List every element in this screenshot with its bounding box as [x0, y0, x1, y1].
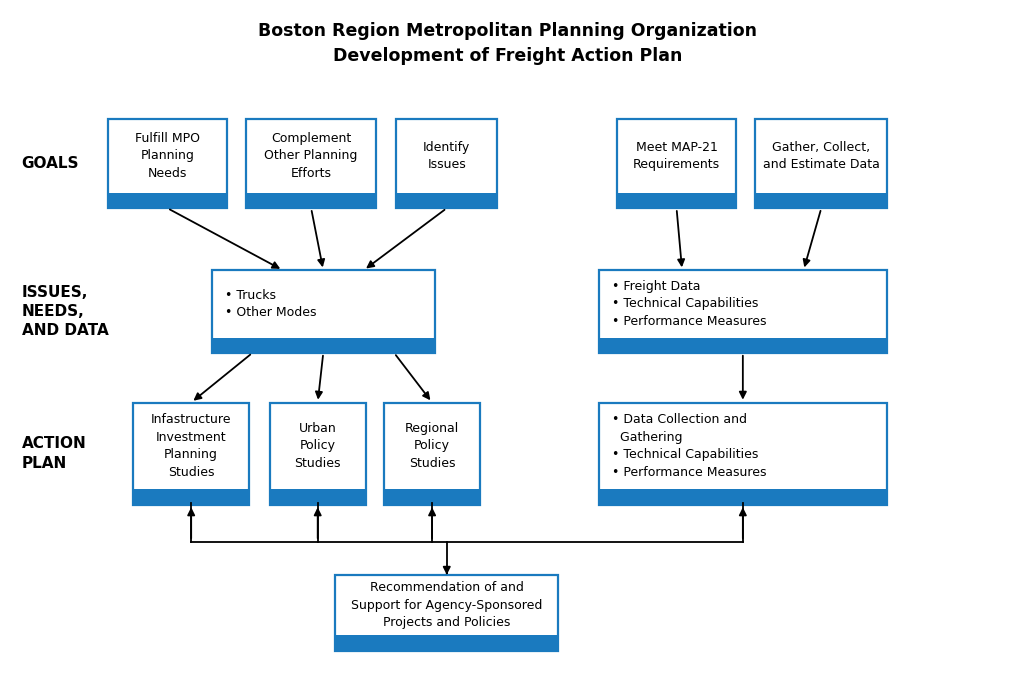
Text: Infastructure
Investment
Planning
Studies: Infastructure Investment Planning Studie… [151, 413, 231, 479]
Text: Urban
Policy
Studies: Urban Policy Studies [294, 422, 341, 470]
Text: ISSUES,
NEEDS,
AND DATA: ISSUES, NEEDS, AND DATA [21, 285, 109, 338]
Text: • Trucks
• Other Modes: • Trucks • Other Modes [225, 289, 317, 319]
Bar [270, 403, 365, 504]
Bar [599, 403, 887, 504]
Bar [335, 575, 558, 650]
Text: Meet MAP-21
Requirements: Meet MAP-21 Requirements [633, 140, 720, 171]
Text: Recommendation of and
Support for Agency-Sponsored
Projects and Policies: Recommendation of and Support for Agency… [351, 581, 542, 629]
Bar [247, 193, 376, 208]
Text: • Freight Data
• Technical Capabilities
• Performance Measures: • Freight Data • Technical Capabilities … [612, 280, 766, 328]
Bar [247, 118, 376, 208]
Bar [617, 193, 736, 208]
Bar [133, 403, 250, 504]
Text: Boston Region Metropolitan Planning Organization
Development of Freight Action P: Boston Region Metropolitan Planning Orga… [258, 22, 757, 65]
Bar [335, 635, 558, 650]
Bar [212, 338, 434, 353]
Text: Identify
Issues: Identify Issues [423, 140, 470, 171]
Text: Complement
Other Planning
Efforts: Complement Other Planning Efforts [265, 131, 358, 180]
Text: • Data Collection and
  Gathering
• Technical Capabilities
• Performance Measure: • Data Collection and Gathering • Techni… [612, 413, 766, 479]
Bar [384, 489, 480, 504]
Bar [270, 489, 365, 504]
Text: Gather, Collect,
and Estimate Data: Gather, Collect, and Estimate Data [763, 140, 880, 171]
Bar [396, 118, 497, 208]
Bar [755, 193, 887, 208]
Text: Regional
Policy
Studies: Regional Policy Studies [405, 422, 459, 470]
Bar [212, 270, 434, 353]
Bar [599, 270, 887, 353]
Bar [396, 193, 497, 208]
Bar [617, 118, 736, 208]
Bar [133, 489, 250, 504]
Bar [108, 193, 227, 208]
Text: ACTION
PLAN: ACTION PLAN [21, 437, 86, 471]
Text: GOALS: GOALS [21, 156, 79, 171]
Text: Fulfill MPO
Planning
Needs: Fulfill MPO Planning Needs [135, 131, 200, 180]
Bar [599, 338, 887, 353]
Bar [599, 489, 887, 504]
Bar [755, 118, 887, 208]
Bar [108, 118, 227, 208]
Bar [384, 403, 480, 504]
